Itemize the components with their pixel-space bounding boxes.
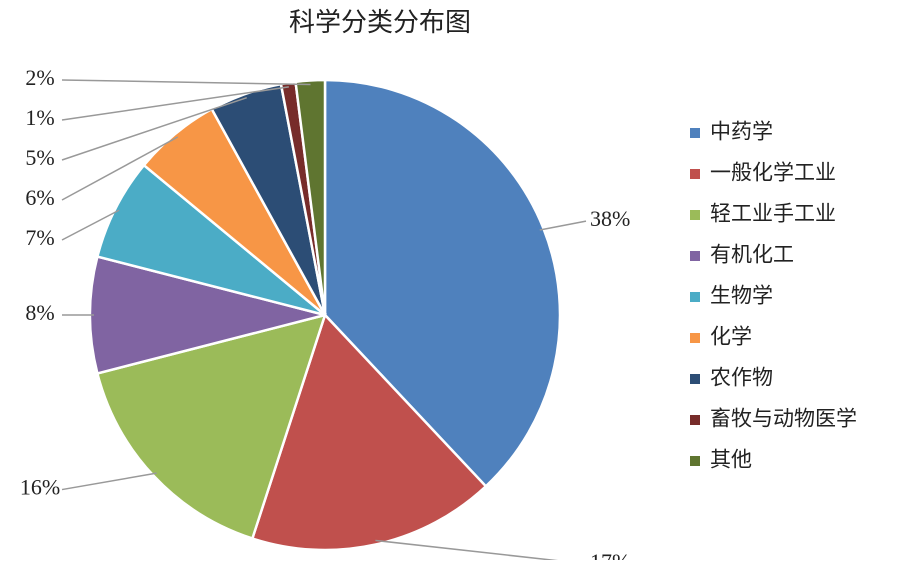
pie-slice <box>294 78 327 316</box>
legend-label: 中药学 <box>710 120 773 144</box>
data-label: 6% <box>25 185 54 210</box>
leader-line <box>61 209 120 241</box>
data-label: 38% <box>590 206 630 231</box>
legend-label: 有机化工 <box>710 243 794 267</box>
leader-line <box>375 539 587 564</box>
legend-swatch <box>690 333 700 343</box>
legend-swatch <box>690 415 700 425</box>
data-label: 5% <box>25 145 54 170</box>
legend-swatch <box>690 374 700 384</box>
legend-label: 畜牧与动物医学 <box>710 407 857 431</box>
legend-swatch <box>690 169 700 179</box>
chart-title: 科学分类分布图 <box>289 8 471 38</box>
legend-label: 生物学 <box>710 284 773 308</box>
data-label: 2% <box>25 65 54 90</box>
pie-slice <box>95 313 327 541</box>
leader-line <box>61 472 157 491</box>
legend-label: 化学 <box>710 325 752 349</box>
legend-swatch <box>690 456 700 466</box>
data-label: 16% <box>20 475 60 500</box>
leader-line <box>61 79 311 86</box>
leader-line <box>61 86 289 121</box>
leader-line <box>61 96 247 161</box>
pie-slice <box>95 163 326 317</box>
data-label: 17% <box>590 549 630 560</box>
legend-label: 轻工业手工业 <box>710 202 836 226</box>
leader-line <box>539 220 587 231</box>
data-label: 8% <box>25 300 54 325</box>
legend-swatch <box>690 210 700 220</box>
legend-label: 其他 <box>710 448 752 472</box>
legend-label: 一般化学工业 <box>710 161 836 185</box>
legend-swatch <box>690 292 700 302</box>
data-label: 1% <box>25 105 54 130</box>
leader-line <box>61 136 179 201</box>
pie-slice <box>250 312 488 552</box>
legend-label: 农作物 <box>710 366 773 390</box>
legend-swatch <box>690 251 700 261</box>
data-label: 7% <box>25 225 54 250</box>
legend-swatch <box>690 128 700 138</box>
